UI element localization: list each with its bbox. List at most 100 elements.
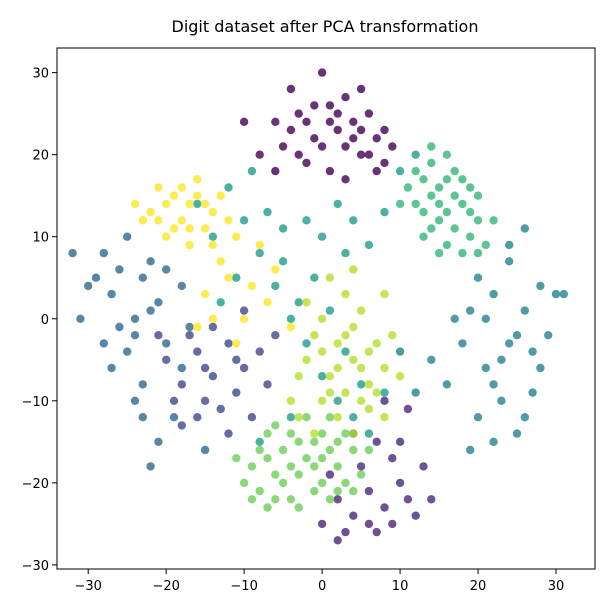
data-point — [512, 331, 522, 340]
data-point — [193, 413, 202, 422]
data-point — [317, 347, 327, 356]
data-point — [520, 224, 529, 233]
data-point — [286, 322, 296, 332]
data-point — [310, 429, 319, 438]
data-point — [286, 314, 296, 323]
data-point — [380, 413, 389, 422]
data-point — [325, 273, 335, 282]
data-point — [364, 404, 374, 414]
data-point — [255, 240, 264, 250]
data-point — [208, 314, 218, 323]
data-point — [146, 207, 155, 217]
data-point — [427, 495, 436, 504]
data-point — [450, 166, 459, 176]
data-point — [123, 232, 132, 241]
data-point — [356, 470, 366, 479]
data-point — [466, 232, 475, 241]
data-point — [84, 281, 93, 291]
data-point — [473, 413, 483, 422]
x-tick-label: 30 — [548, 579, 565, 594]
data-point — [146, 306, 155, 315]
data-point — [349, 355, 358, 364]
data-point — [286, 413, 296, 422]
data-point — [224, 183, 233, 192]
data-point — [169, 396, 179, 405]
data-point — [177, 380, 186, 389]
data-point — [427, 224, 436, 233]
data-point — [208, 232, 218, 241]
data-point — [380, 363, 389, 373]
data-point — [536, 363, 545, 373]
data-point — [107, 363, 116, 373]
data-point — [325, 495, 335, 504]
data-point — [349, 445, 358, 455]
data-point — [286, 84, 296, 94]
y-tick-label: −30 — [22, 559, 49, 574]
data-point — [146, 257, 155, 266]
data-point — [427, 191, 436, 200]
data-point — [107, 289, 116, 299]
data-point — [310, 486, 319, 496]
data-point — [99, 339, 109, 348]
data-point — [388, 454, 397, 463]
data-point — [333, 125, 342, 135]
data-point — [512, 429, 522, 438]
data-point — [130, 331, 140, 340]
data-point — [208, 240, 218, 250]
data-point — [162, 265, 171, 274]
data-point — [349, 322, 358, 332]
data-point — [115, 322, 124, 332]
data-point — [310, 134, 319, 143]
data-point — [177, 363, 186, 373]
data-point — [247, 281, 257, 291]
data-point — [434, 199, 444, 209]
data-point — [380, 289, 389, 299]
data-point — [380, 503, 389, 512]
data-point — [239, 363, 249, 373]
data-point — [286, 429, 296, 438]
data-point — [434, 183, 444, 192]
data-point — [154, 216, 163, 225]
data-point — [442, 380, 452, 389]
data-point — [302, 413, 311, 422]
data-point — [232, 232, 241, 241]
data-point — [130, 199, 140, 209]
data-point — [247, 413, 257, 422]
data-point — [528, 388, 537, 397]
data-point — [255, 150, 264, 159]
y-tick-label: 30 — [32, 67, 49, 82]
data-point — [317, 314, 327, 323]
data-point — [341, 388, 350, 397]
data-point — [278, 445, 288, 455]
data-point — [208, 322, 218, 332]
data-point — [333, 437, 342, 446]
data-point — [434, 248, 444, 258]
data-point — [349, 265, 358, 274]
data-point — [411, 388, 420, 397]
data-point — [310, 273, 319, 282]
data-point — [458, 248, 467, 258]
data-point — [395, 199, 405, 209]
data-point — [185, 240, 194, 250]
data-point — [263, 429, 272, 438]
data-point — [481, 240, 490, 250]
data-point — [364, 519, 374, 529]
data-point — [294, 372, 303, 381]
data-point — [317, 429, 327, 438]
data-point — [466, 207, 475, 217]
data-point — [99, 248, 109, 258]
data-point — [395, 372, 405, 381]
data-point — [271, 470, 280, 479]
data-point — [185, 199, 194, 209]
data-point — [364, 109, 374, 118]
data-point — [271, 166, 280, 176]
data-point — [341, 347, 350, 356]
data-point — [271, 265, 280, 274]
data-point — [177, 216, 186, 225]
data-point — [68, 248, 77, 258]
data-point — [138, 413, 147, 422]
data-point — [380, 125, 389, 135]
data-point — [333, 396, 342, 405]
plot-frame — [56, 47, 596, 570]
data-point — [341, 142, 350, 151]
